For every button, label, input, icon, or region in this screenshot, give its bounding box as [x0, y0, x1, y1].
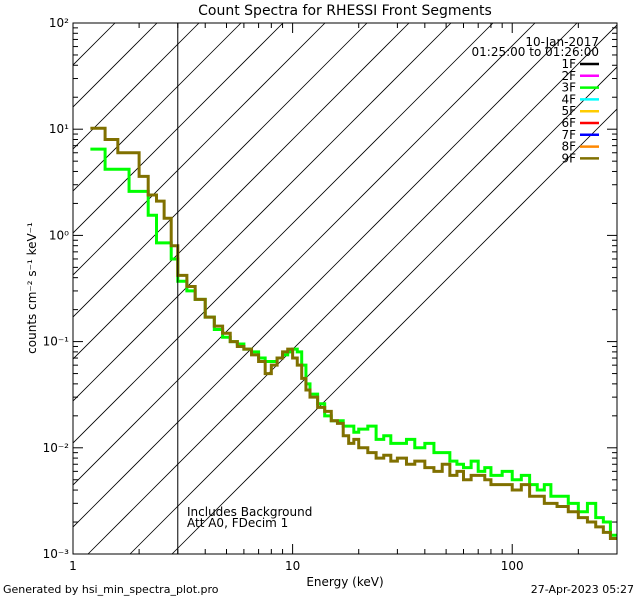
x-axis-label: Energy (keV) — [306, 575, 383, 589]
y-tick-label: 10² — [49, 16, 69, 30]
hatch-line — [73, 23, 368, 318]
y-tick-label: 10⁻² — [43, 441, 70, 455]
axis-tick-labels: 1 10 100 10⁻³ 10⁻² 10⁻¹ 10⁰ 10¹ 10² — [43, 16, 524, 573]
y-tick-label: 10⁻¹ — [43, 335, 70, 349]
note-background: Includes Background — [187, 505, 312, 519]
plot-frame — [72, 22, 618, 555]
x-tick-label: 1 — [69, 559, 77, 573]
hatch-line — [73, 23, 452, 402]
x-tick-label: 10 — [285, 559, 300, 573]
series-3F-line — [90, 147, 617, 537]
hatch-line — [73, 23, 326, 276]
legend-label: 7F — [561, 128, 576, 142]
chart-title: Count Spectra for RHESSI Front Segments — [198, 3, 492, 19]
hatch-line — [73, 23, 536, 486]
axis-ticks — [72, 22, 618, 555]
legend-label: 1F — [561, 57, 576, 71]
x-tick-label: 100 — [501, 559, 524, 573]
note-attenuator: Att A0, FDecim 1 — [187, 516, 288, 530]
legend-label: 2F — [561, 69, 576, 83]
hatch-line — [73, 23, 578, 528]
observation-date: 10-Jan-2017 — [525, 35, 599, 49]
legend-label: 4F — [561, 92, 576, 106]
hatch-line — [73, 23, 284, 234]
hatch-line — [171, 108, 617, 554]
hatch-line — [73, 23, 200, 150]
hatch-line — [129, 66, 617, 554]
legend-label: 5F — [561, 104, 576, 118]
generated-by-label: Generated by hsi_min_spectra_plot.pro — [3, 583, 219, 596]
hatch-line — [73, 23, 116, 66]
legend-label: 3F — [561, 81, 576, 95]
generation-timestamp: 27-Apr-2023 05:27 — [530, 583, 634, 596]
hatch-line — [87, 24, 617, 554]
y-axis-label: counts cm⁻² s⁻¹ keV⁻¹ — [25, 222, 39, 354]
hatched-region — [73, 23, 617, 554]
y-tick-label: 10¹ — [49, 122, 69, 136]
y-tick-label: 10⁰ — [49, 228, 69, 242]
series-layer — [90, 126, 617, 540]
hatch-line — [73, 23, 158, 108]
hatch-line — [73, 23, 494, 444]
y-tick-label: 10⁻³ — [43, 547, 70, 561]
legend-label: 9F — [561, 151, 576, 165]
legend-label: 8F — [561, 140, 576, 154]
hatch-line — [73, 23, 410, 360]
hatch-line — [73, 23, 242, 192]
legend-label: 6F — [561, 116, 576, 130]
series-9F-line — [90, 126, 617, 540]
time-range: 01:25:00 to 01:26:00 — [472, 45, 599, 59]
